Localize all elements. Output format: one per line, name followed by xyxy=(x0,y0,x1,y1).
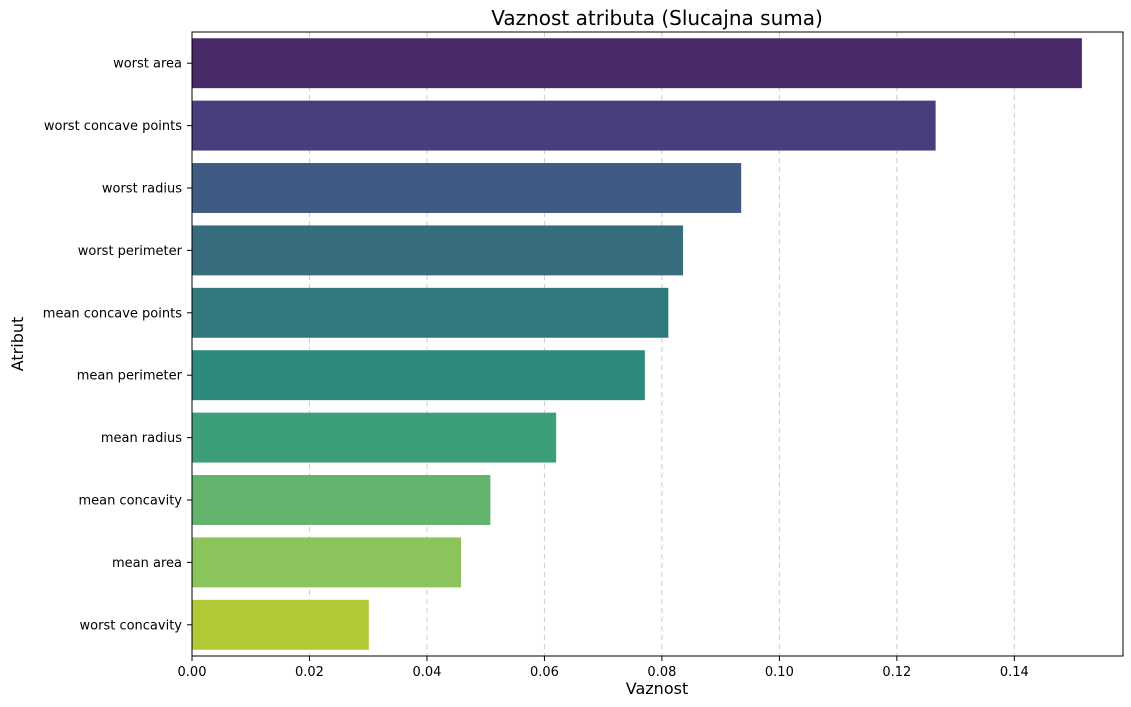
bar xyxy=(192,412,557,463)
bar xyxy=(192,287,669,338)
x-tick-label: 0.10 xyxy=(765,665,794,680)
y-tick-label: worst radius xyxy=(102,182,182,197)
bar xyxy=(192,537,462,588)
y-tick-label: worst area xyxy=(113,57,182,72)
bars xyxy=(192,38,1082,650)
bar xyxy=(192,163,742,213)
plot-area-frame xyxy=(191,31,1124,657)
y-tick-label: worst concavity xyxy=(80,618,183,633)
x-tick-label: 0.02 xyxy=(295,665,324,680)
y-tick-label: worst perimeter xyxy=(78,244,183,259)
y-axis-ticks: worst area worst concave points worst radi… xyxy=(43,57,192,633)
y-tick-label: mean concavity xyxy=(78,494,182,509)
bar xyxy=(192,350,645,401)
x-axis-ticks: 0.00 0.02 0.04 0.06 0.08 0.10 0.12 0.14 xyxy=(178,656,1029,680)
x-tick-label: 0.14 xyxy=(1000,665,1029,680)
bar xyxy=(192,475,491,525)
chart-title: Vaznost atributa (Slucajna suma) xyxy=(491,6,823,30)
x-axis-label: Vaznost xyxy=(626,679,688,698)
y-tick-label: mean concave points xyxy=(43,306,182,321)
y-axis-label: Atribut xyxy=(8,317,27,372)
x-tick-label: 0.06 xyxy=(530,665,559,680)
y-tick-label: worst concave points xyxy=(44,119,182,134)
y-tick-label: mean radius xyxy=(101,431,182,446)
bar xyxy=(192,225,684,276)
x-tick-label: 0.08 xyxy=(647,665,676,680)
y-tick-label: mean perimeter xyxy=(77,369,183,384)
x-tick-label: 0.00 xyxy=(178,665,207,680)
y-tick-label: mean area xyxy=(112,556,182,571)
bar xyxy=(192,599,369,650)
x-tick-label: 0.04 xyxy=(412,665,441,680)
bar xyxy=(192,100,936,151)
x-tick-label: 0.12 xyxy=(882,665,911,680)
bar xyxy=(192,38,1082,89)
